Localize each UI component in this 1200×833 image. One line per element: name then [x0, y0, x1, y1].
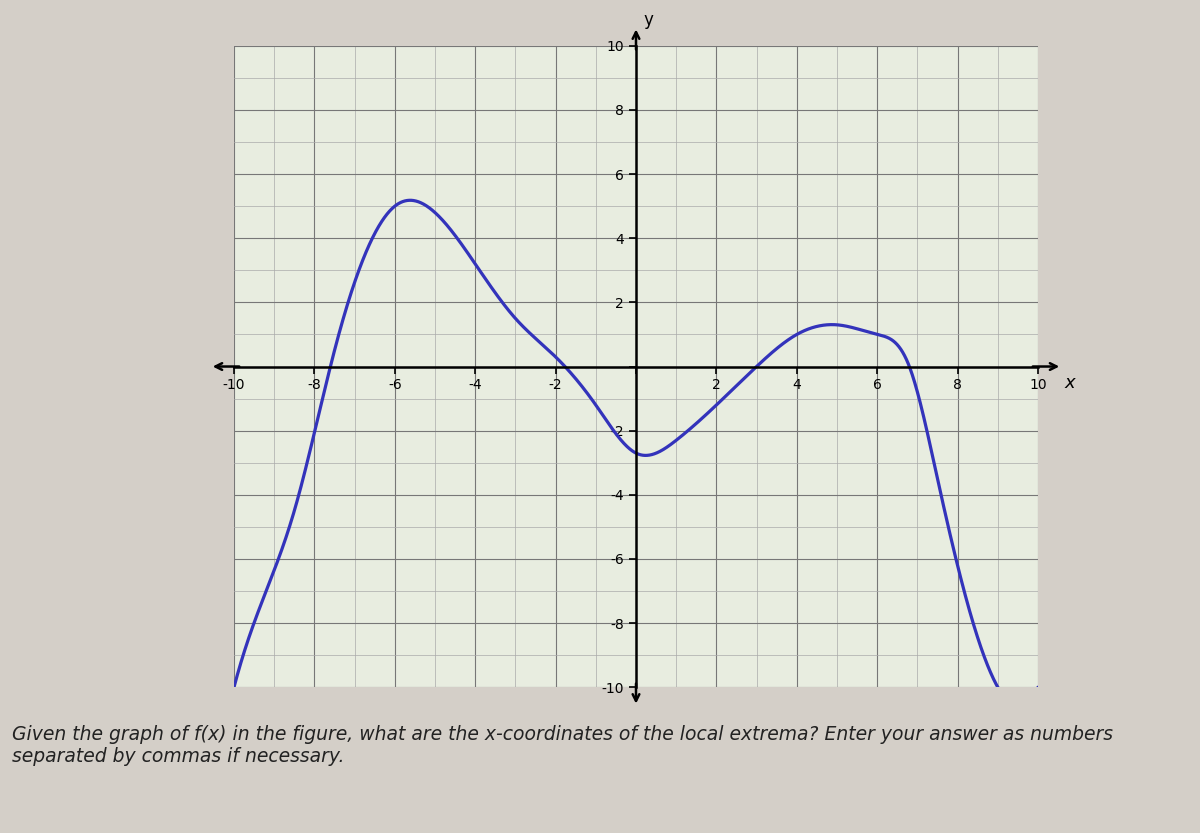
Text: y: y [643, 11, 653, 29]
Text: Given the graph of f(x) in the figure, what are the x-coordinates of the local e: Given the graph of f(x) in the figure, w… [12, 725, 1114, 766]
Text: x: x [1064, 373, 1075, 392]
